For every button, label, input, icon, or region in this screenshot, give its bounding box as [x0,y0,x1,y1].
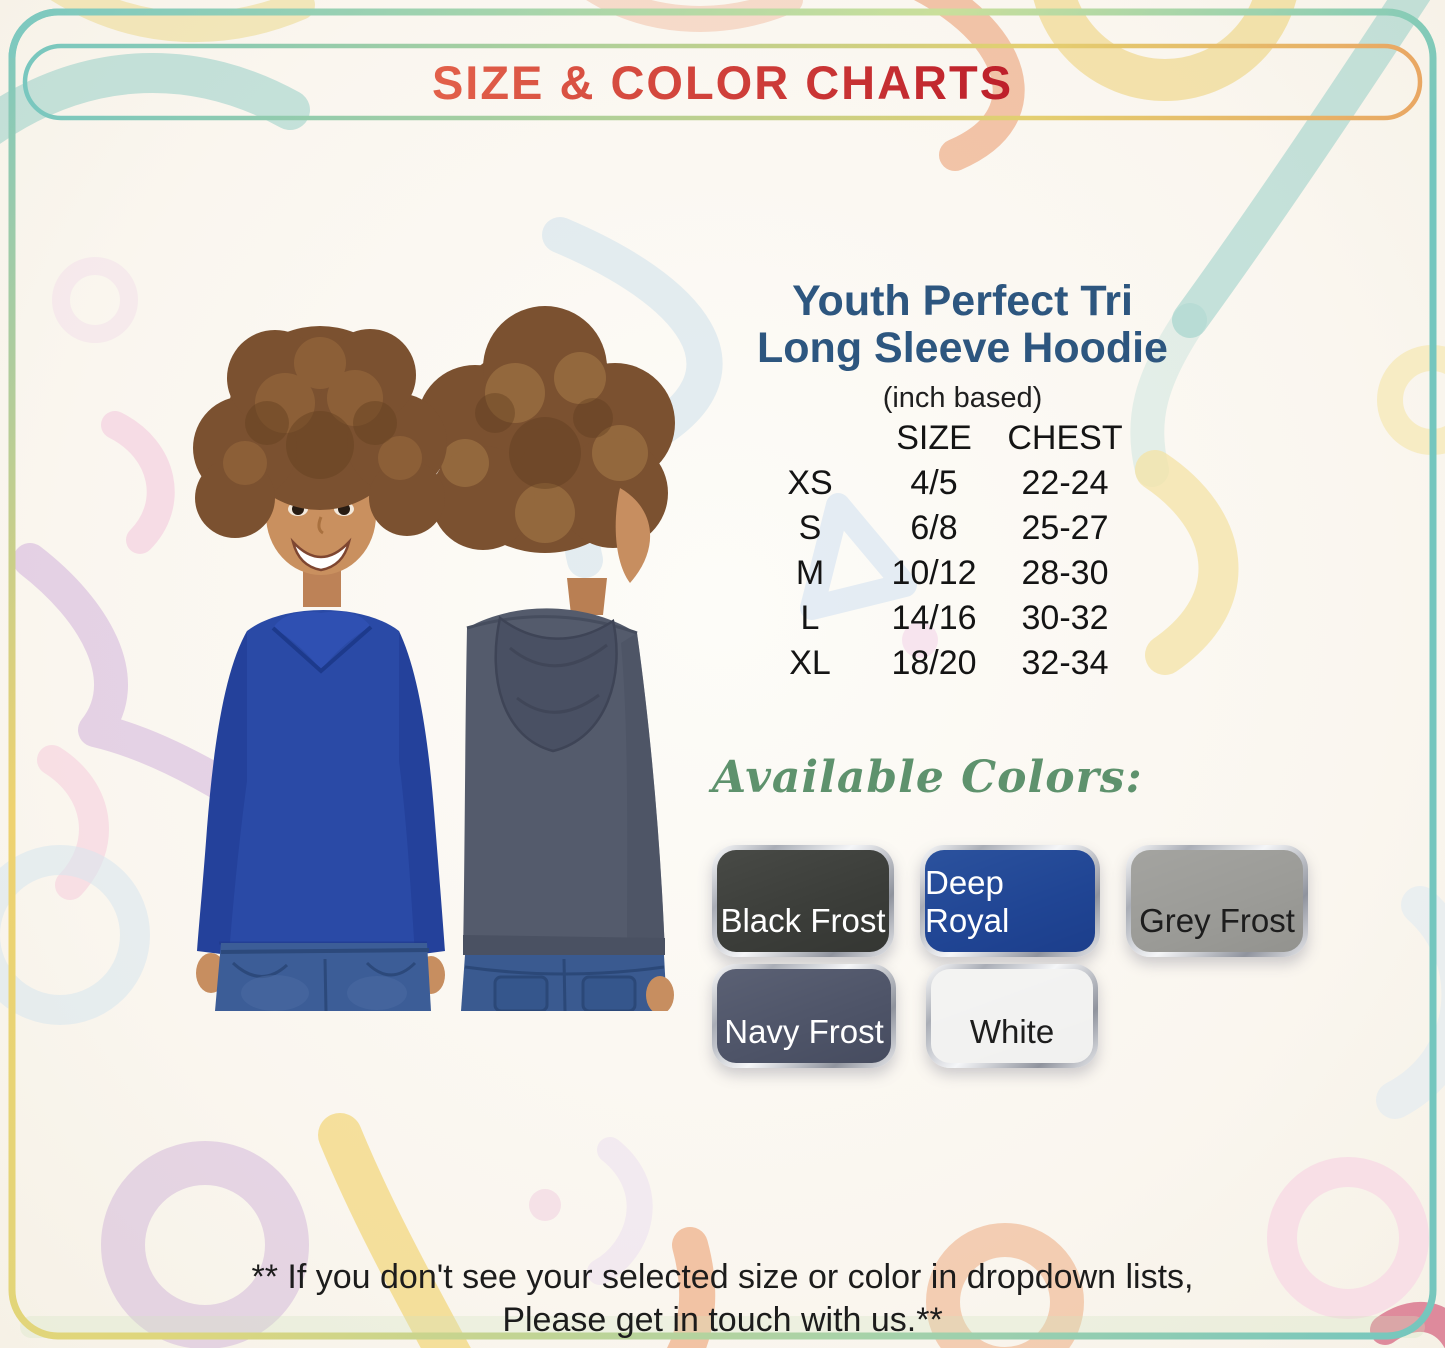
size-row-size: 10/12 [891,554,977,592]
unit-note: (inch based) [882,382,1043,414]
size-chart-header-size: SIZE [896,419,972,457]
size-row-chest: 28-30 [1021,554,1109,592]
product-photo [193,306,675,1011]
size-row-size: 4/5 [910,464,958,502]
size-chart-header-chest: CHEST [1007,419,1123,457]
size-row-label: M [795,554,825,592]
color-swatch-fabric: Navy Frost [717,969,891,1063]
color-swatch-label: Deep Royal [925,864,1010,939]
product-name-line1: Youth Perfect Tri [792,277,1133,325]
color-swatch-label: Navy Frost [724,1013,884,1050]
color-swatch-deep-royal: Deep Royal [920,845,1100,957]
size-row-size: 14/16 [891,599,977,637]
product-name-line2: Long Sleeve Hoodie [757,324,1168,373]
size-row-label: XS [787,464,833,502]
footer-note-line1: ** If you don't see your selected size o… [251,1258,1194,1296]
color-swatch-label: White [969,1013,1055,1050]
page-title-text: SIZE & COLOR CHARTS [431,55,1014,109]
color-swatch-fabric: Grey Frost [1131,850,1303,952]
color-swatch-black-frost: Black Frost [712,845,894,957]
page-title: SIZE & COLOR CHARTS [25,46,1420,118]
model-front-view [193,326,447,1011]
size-row-chest: 32-34 [1021,644,1109,682]
size-row-label: S [798,509,822,547]
color-swatch-grey-frost: Grey Frost [1126,845,1308,957]
color-swatch-white: White [926,964,1098,1068]
color-swatch-label: Black Frost [720,902,886,939]
color-swatch-navy-frost: Navy Frost [712,964,896,1068]
size-chart-corner-cell [753,416,867,461]
size-row-chest: 22-24 [1021,464,1109,502]
footer-note-line2: Please get in touch with us.** [502,1300,943,1339]
color-swatch-label: Grey Frost [1139,902,1295,939]
size-row-label: XL [789,644,831,682]
size-row-size: 6/8 [910,509,958,547]
footer-note: ** If you don't see your selected size o… [0,1256,1445,1342]
size-row-size: 18/20 [891,644,977,682]
size-row-label: L [800,599,820,637]
color-swatch-fabric: White [931,969,1093,1063]
product-name: Youth Perfect Tri Long Sleeve Hoodie [690,277,1235,373]
color-swatch-fabric: Black Frost [717,850,889,952]
color-swatch-fabric: Deep Royal [925,850,1095,952]
size-chart-table: SIZE CHEST XS 4/5 22-24 S 6/8 25-27 M 10… [753,416,1129,686]
size-row-chest: 30-32 [1021,599,1109,637]
available-colors-heading: Available Colors: [712,752,1143,803]
size-row-chest: 25-27 [1021,509,1109,547]
model-back-view [417,306,675,1011]
